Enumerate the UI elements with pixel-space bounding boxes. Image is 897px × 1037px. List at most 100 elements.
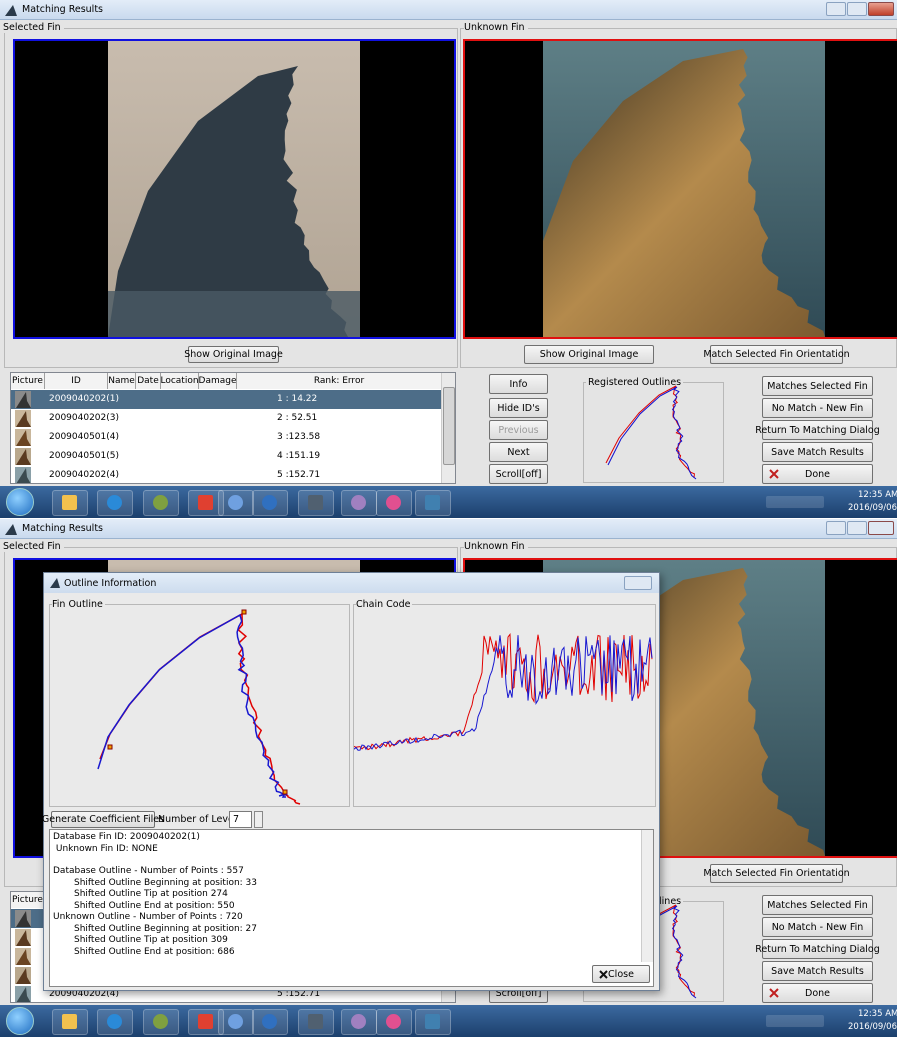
taskbar-icon[interactable]: [52, 490, 88, 516]
spin-button[interactable]: [254, 811, 263, 828]
taskbar-icon[interactable]: [218, 1009, 254, 1035]
outline-red: [100, 614, 300, 804]
x-mark: [770, 989, 778, 997]
number-of-levels-input[interactable]: 7: [229, 811, 252, 828]
icon-glyph: [107, 1014, 122, 1029]
taskbar-icon[interactable]: [341, 490, 377, 516]
clock-date: 2016/09/06: [848, 1022, 897, 1032]
icon-glyph: [386, 1014, 401, 1029]
fin-thumbnail: [15, 986, 31, 1003]
taskbar-icon[interactable]: [298, 490, 334, 516]
maximize-button[interactable]: [847, 521, 867, 535]
result-row[interactable]: 2009040501(5)4 :151.19: [11, 447, 442, 466]
action-button[interactable]: Done: [762, 464, 873, 484]
app-icon: [4, 3, 18, 17]
action-button[interactable]: Return To Matching Dialog: [762, 939, 873, 959]
taskbar-icon[interactable]: [143, 490, 179, 516]
taskbar-icon[interactable]: [298, 1009, 334, 1035]
result-row[interactable]: 2009040202(4)5 :152.71: [11, 466, 442, 484]
fin-thumbnail: [15, 448, 31, 465]
generate-coefficient-files-button[interactable]: Generate Coefficient Files: [51, 811, 155, 828]
taskbar-icon[interactable]: [415, 1009, 451, 1035]
rank-error: 1 : 14.22: [277, 394, 317, 404]
info-line: Unknown Fin ID: NONE: [53, 844, 650, 856]
taskbar-icon[interactable]: [252, 1009, 288, 1035]
outline-red: [606, 386, 694, 478]
fin-outline-plot: [50, 609, 348, 805]
icon-glyph: [386, 495, 401, 510]
minimize-button[interactable]: [826, 521, 846, 535]
icon-glyph: [308, 1014, 323, 1029]
rank-error: 5 :152.71: [277, 470, 320, 480]
outline-marker: [108, 745, 112, 749]
result-row[interactable]: 2009040202(3)2 : 52.51: [11, 409, 442, 428]
icon-glyph: [262, 495, 277, 510]
close-button[interactable]: Close: [592, 965, 650, 983]
dialog-close-button[interactable]: [624, 576, 652, 590]
show-original-image-button[interactable]: Show Original Image: [188, 346, 279, 363]
fin-photo: [543, 41, 825, 337]
match-orientation-button[interactable]: Match Selected Fin Orientation: [710, 345, 843, 364]
done-icon: [769, 988, 779, 998]
taskbar-icon[interactable]: [52, 1009, 88, 1035]
fin-thumbnail: [15, 910, 31, 927]
icon-glyph: [198, 495, 213, 510]
taskbar-icon[interactable]: [376, 490, 412, 516]
water: [108, 291, 360, 337]
taskbar-icon[interactable]: [415, 490, 451, 516]
taskbar-icon[interactable]: [97, 1009, 133, 1035]
selected-row[interactable]: 2009040202(1)1 : 14.22: [11, 390, 442, 409]
window-controls: [826, 2, 894, 17]
result-row[interactable]: 2009040501(4)3 :123.58: [11, 428, 442, 447]
icon-glyph: [425, 495, 440, 510]
info-line: Shifted Outline Tip at position 309: [53, 935, 650, 947]
action-button[interactable]: Return To Matching Dialog: [762, 420, 873, 440]
close-button[interactable]: [868, 2, 894, 16]
screenshot: Matching Results Selected Fin Show Origina…: [0, 0, 897, 1037]
action-button[interactable]: Save Match Results: [762, 961, 873, 981]
unknown-fin-label: Unknown Fin: [464, 22, 528, 33]
scroll-thumb[interactable]: [443, 387, 455, 465]
selected-fin-label: Selected Fin: [3, 22, 64, 33]
info-line: Unknown Outline - Number of Points : 720: [53, 912, 650, 924]
taskbar-icon[interactable]: [252, 490, 288, 516]
show-original-image-button[interactable]: Show Original Image: [524, 345, 654, 364]
maximize-button[interactable]: [847, 2, 867, 16]
fin-thumbnail: [15, 391, 31, 408]
control-button[interactable]: Scroll[off]: [489, 464, 548, 484]
column-header: Picture: [11, 373, 45, 389]
action-button[interactable]: Save Match Results: [762, 442, 873, 462]
action-button[interactable]: Matches Selected Fin: [762, 376, 873, 396]
start-button[interactable]: [6, 488, 34, 516]
action-button[interactable]: Done: [762, 983, 873, 1003]
taskbar-icon[interactable]: [376, 1009, 412, 1035]
column-header: ID: [45, 373, 108, 389]
outline-blue: [98, 615, 288, 797]
taskbar-icon[interactable]: [97, 490, 133, 516]
window-title: Matching Results: [22, 523, 103, 534]
control-button[interactable]: Next: [489, 442, 548, 462]
column-header: Date: [136, 373, 161, 389]
action-button[interactable]: No Match - New Fin: [762, 917, 873, 937]
control-button[interactable]: Hide ID's: [489, 398, 548, 418]
action-button[interactable]: No Match - New Fin: [762, 398, 873, 418]
control-button[interactable]: Previous: [489, 420, 548, 440]
action-button[interactable]: Matches Selected Fin: [762, 895, 873, 915]
scrollbar[interactable]: [441, 373, 455, 483]
control-button[interactable]: Info: [489, 374, 548, 394]
close-button[interactable]: [868, 521, 894, 535]
taskbar-icon[interactable]: [341, 1009, 377, 1035]
start-button[interactable]: [6, 1007, 34, 1035]
outline-marker: [283, 790, 287, 794]
minimize-button[interactable]: [826, 2, 846, 16]
close-icon: [599, 970, 608, 979]
dialog-title: Outline Information: [64, 578, 156, 589]
taskbar-icon[interactable]: [143, 1009, 179, 1035]
info-line: Shifted Outline Beginning at position: 2…: [53, 924, 650, 936]
window-controls: [826, 521, 894, 536]
taskbar-icon[interactable]: [218, 490, 254, 516]
text-scrollbar[interactable]: [641, 830, 653, 962]
fin-id: 2009040501(5): [49, 451, 119, 461]
selected-fin-label: Selected Fin: [3, 541, 64, 552]
match-orientation-button[interactable]: Match Selected Fin Orientation: [710, 864, 843, 883]
